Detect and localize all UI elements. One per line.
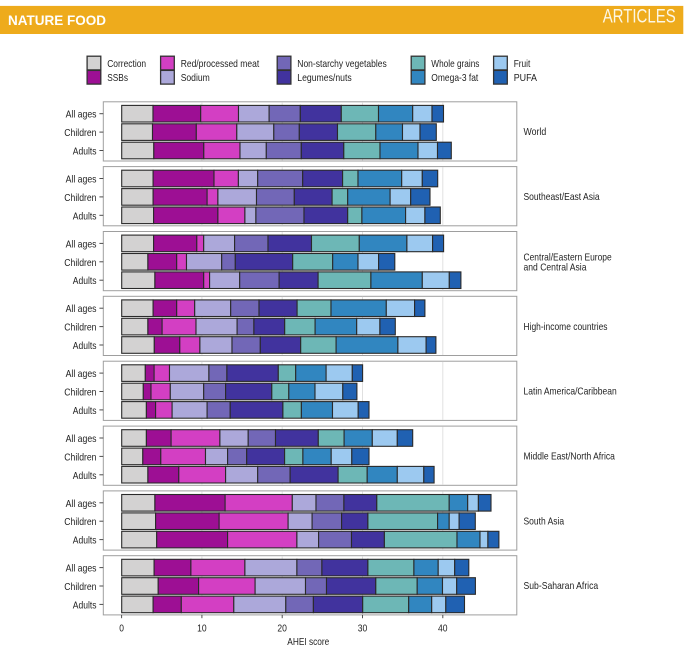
svg-text:Adults: Adults bbox=[73, 599, 97, 611]
svg-text:NATURE FOOD: NATURE FOOD bbox=[8, 12, 106, 28]
svg-text:Children: Children bbox=[64, 516, 96, 528]
svg-text:Whole grains: Whole grains bbox=[431, 58, 479, 70]
svg-text:All ages: All ages bbox=[66, 563, 97, 575]
svg-text:Children: Children bbox=[64, 192, 96, 204]
svg-text:30: 30 bbox=[358, 623, 368, 635]
svg-text:Adults: Adults bbox=[73, 470, 97, 482]
svg-text:All ages: All ages bbox=[66, 109, 97, 121]
svg-text:PUFA: PUFA bbox=[514, 72, 537, 84]
svg-text:All ages: All ages bbox=[66, 238, 97, 250]
svg-text:Children: Children bbox=[64, 387, 96, 399]
svg-text:Legumes/nuts: Legumes/nuts bbox=[297, 72, 351, 84]
svg-text:0: 0 bbox=[119, 623, 124, 635]
svg-text:Children: Children bbox=[64, 127, 96, 139]
svg-text:All ages: All ages bbox=[66, 303, 97, 315]
svg-text:AHEI score: AHEI score bbox=[287, 636, 329, 648]
svg-text:All ages: All ages bbox=[66, 498, 97, 510]
svg-text:Adults: Adults bbox=[73, 210, 97, 222]
svg-text:20: 20 bbox=[277, 623, 287, 635]
svg-text:10: 10 bbox=[197, 623, 207, 635]
svg-text:Children: Children bbox=[64, 451, 96, 463]
svg-text:Children: Children bbox=[64, 257, 96, 269]
svg-text:Correction: Correction bbox=[107, 58, 146, 70]
svg-text:Central/Eastern Europe: Central/Eastern Europe bbox=[524, 251, 612, 263]
svg-text:Middle East/North Africa: Middle East/North Africa bbox=[524, 451, 616, 463]
svg-text:SSBs: SSBs bbox=[107, 72, 128, 84]
svg-text:High-income countries: High-income countries bbox=[524, 321, 608, 333]
svg-text:All ages: All ages bbox=[66, 174, 97, 186]
svg-text:All ages: All ages bbox=[66, 433, 97, 445]
svg-text:40: 40 bbox=[438, 623, 448, 635]
svg-text:World: World bbox=[524, 126, 547, 138]
svg-text:Children: Children bbox=[64, 322, 96, 334]
svg-text:South Asia: South Asia bbox=[524, 515, 565, 527]
svg-text:Southeast/East Asia: Southeast/East Asia bbox=[524, 191, 600, 203]
svg-text:Adults: Adults bbox=[73, 146, 97, 158]
svg-text:Adults: Adults bbox=[73, 340, 97, 352]
svg-text:Sodium: Sodium bbox=[181, 72, 210, 84]
svg-text:Adults: Adults bbox=[73, 405, 97, 417]
svg-text:Adults: Adults bbox=[73, 275, 97, 287]
svg-text:Non-starchy vegetables: Non-starchy vegetables bbox=[297, 58, 386, 70]
svg-text:Red/processed meat: Red/processed meat bbox=[181, 58, 260, 70]
svg-text:Adults: Adults bbox=[73, 535, 97, 547]
svg-text:Fruit: Fruit bbox=[514, 58, 531, 70]
svg-text:All ages: All ages bbox=[66, 368, 97, 380]
svg-text:Latin America/Caribbean: Latin America/Caribbean bbox=[524, 386, 617, 398]
svg-text:Sub-Saharan Africa: Sub-Saharan Africa bbox=[524, 580, 599, 592]
svg-text:ARTICLES: ARTICLES bbox=[603, 6, 676, 27]
svg-text:Children: Children bbox=[64, 581, 96, 593]
svg-text:Omega-3 fat: Omega-3 fat bbox=[431, 72, 478, 84]
svg-text:and Central Asia: and Central Asia bbox=[524, 262, 587, 274]
